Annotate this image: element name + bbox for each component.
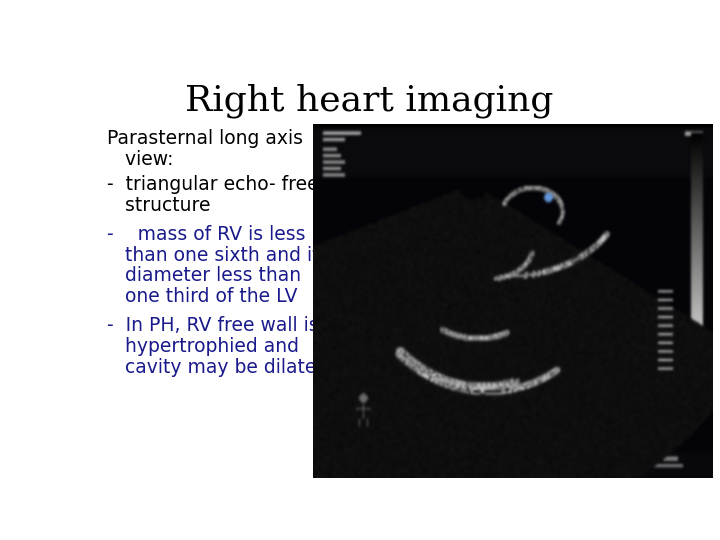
Text: than one sixth and its: than one sixth and its [107, 246, 329, 265]
Text: -  In PH, RV free wall is: - In PH, RV free wall is [107, 316, 318, 335]
Text: -    mass of RV is less: - mass of RV is less [107, 225, 305, 244]
Text: structure: structure [107, 196, 210, 215]
Text: Right heart imaging: Right heart imaging [185, 84, 553, 118]
Text: diameter less than: diameter less than [107, 266, 301, 286]
Text: -  triangular echo- free: - triangular echo- free [107, 175, 318, 194]
Text: Parasternal long axis: Parasternal long axis [107, 129, 302, 149]
Text: hypertrophied and: hypertrophied and [107, 337, 299, 356]
Text: view:: view: [107, 150, 174, 169]
Text: cavity may be dilated: cavity may be dilated [107, 358, 328, 377]
Text: one third of the LV: one third of the LV [107, 287, 297, 306]
